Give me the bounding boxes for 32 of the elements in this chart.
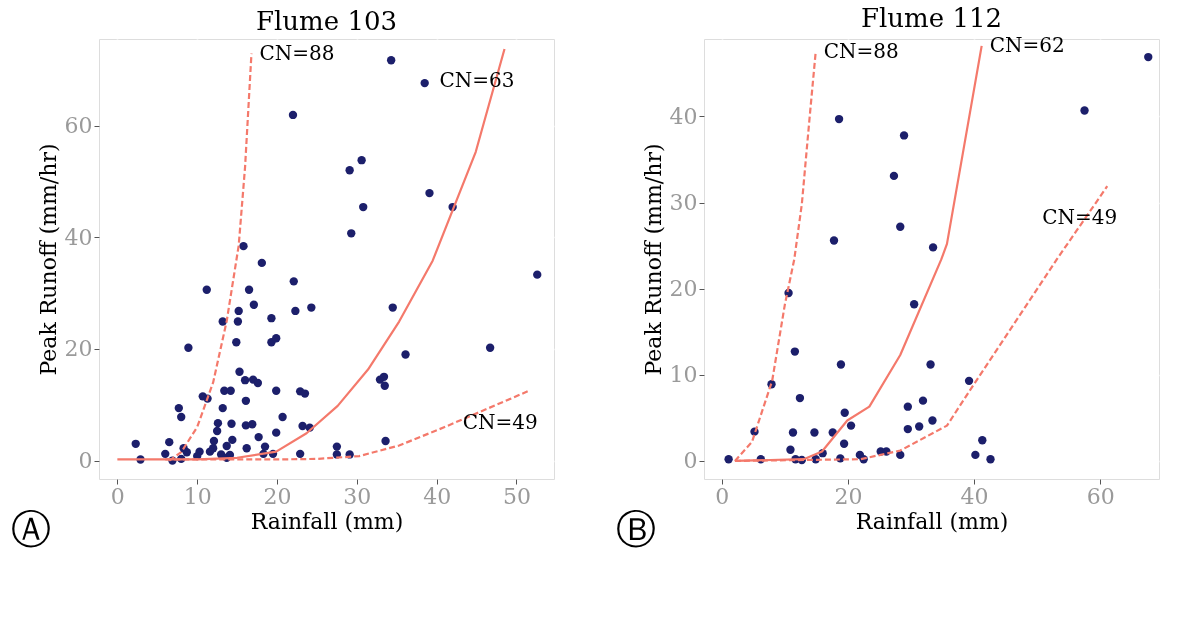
x-tick-label: 40 (960, 483, 989, 509)
chart-title: Flume 103 (255, 6, 398, 36)
series-label: CN=88 (823, 38, 899, 63)
x-tick-label: 30 (343, 483, 372, 509)
x-tick-label: 50 (502, 483, 531, 509)
text: Ⓐ (11, 506, 51, 552)
x-axis-title: Rainfall (mm) (855, 508, 1009, 534)
y-tick-label: 20 (64, 336, 93, 362)
y-tick-label: 0 (78, 448, 93, 474)
y-tick-label: 60 (64, 113, 93, 139)
y-tick-label: 40 (669, 104, 698, 129)
series-label: CN=49 (1042, 205, 1118, 230)
x-tick-label: 0 (110, 483, 125, 509)
x-tick-label: 0 (715, 483, 730, 509)
series-label: CN=62 (989, 32, 1065, 57)
y-axis-title: Peak Runoff (mm/hr) (640, 143, 666, 376)
y-tick-label: 40 (64, 224, 93, 250)
x-tick-label: 40 (423, 483, 452, 509)
series-label: CN=88 (259, 40, 335, 65)
x-axis-title: Rainfall (mm) (250, 508, 404, 534)
y-tick-label: 30 (669, 190, 698, 216)
x-tick-label: 20 (263, 483, 292, 509)
y-tick-label: 0 (683, 448, 698, 474)
chart-title: Flume 112 (860, 2, 1003, 33)
x-tick-label: 20 (834, 483, 863, 509)
series-label: CN=49 (462, 410, 538, 435)
text: Ⓑ (616, 506, 656, 552)
y-axis-title: Peak Runoff (mm/hr) (35, 143, 61, 376)
y-tick-label: 20 (669, 276, 698, 302)
x-tick-label: 60 (1086, 483, 1115, 509)
y-tick-label: 10 (669, 362, 698, 388)
x-tick-label: 10 (183, 483, 212, 509)
